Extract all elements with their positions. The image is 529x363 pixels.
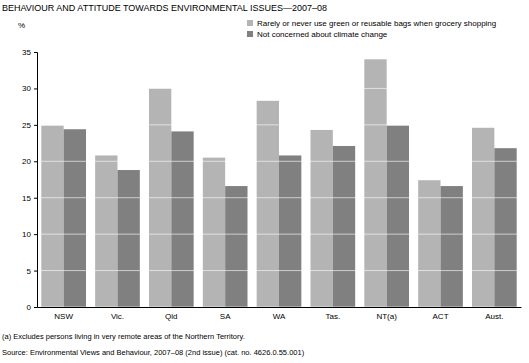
grid-line (37, 270, 521, 271)
bar (41, 126, 63, 307)
bar (171, 131, 193, 307)
y-tick: 15 (22, 194, 37, 203)
x-tick: ACT (433, 307, 449, 321)
x-tick-label: WA (273, 312, 286, 321)
y-axis-line (34, 53, 38, 308)
x-tick: Aust. (485, 307, 503, 321)
grid-line (37, 88, 521, 89)
bars (37, 52, 521, 307)
y-tick-mark (34, 307, 37, 308)
x-tick: Tas. (326, 307, 341, 321)
y-tick-label: 10 (22, 230, 31, 239)
bar (225, 186, 247, 307)
grid-line (37, 124, 521, 125)
x-tick-label: Aust. (485, 312, 503, 321)
x-tick: Qld (165, 307, 177, 321)
bar (203, 158, 225, 307)
bar (310, 130, 332, 307)
bar (418, 180, 440, 307)
bar (257, 101, 279, 307)
grid (37, 52, 521, 307)
y-tick-mark (34, 271, 37, 272)
y-tick-label: 35 (22, 48, 31, 57)
y-tick-label: 30 (22, 84, 31, 93)
y-axis: 0 5 10 15 20 25 30 35 (22, 48, 37, 312)
legend-item: Rarely or never use green or reusable ba… (247, 19, 496, 28)
y-axis-label: % (18, 21, 25, 30)
x-tick: NSW (54, 307, 73, 321)
bar (364, 59, 386, 307)
x-axis-line (38, 307, 522, 308)
legend-label: Rarely or never use green or reusable ba… (257, 19, 496, 28)
y-tick-label: 5 (27, 267, 32, 276)
bar (333, 146, 355, 307)
y-tick-mark (34, 234, 37, 235)
chart: BEHAVIOUR AND ATTITUDE TOWARDS ENVIRONME… (0, 0, 529, 363)
y-tick-label: 20 (22, 157, 31, 166)
legend: Rarely or never use green or reusable ba… (247, 19, 496, 39)
x-tick: Vic. (111, 307, 124, 321)
footnote: (a) Excludes persons living in very remo… (2, 332, 245, 341)
y-tick-mark (34, 88, 37, 89)
y-tick-mark (34, 125, 37, 126)
x-tick-label: ACT (433, 312, 449, 321)
y-tick-label: 15 (22, 194, 31, 203)
y-tick-label: 25 (22, 121, 31, 130)
y-tick-label: 0 (27, 303, 32, 312)
y-tick: 35 (22, 48, 37, 57)
x-tick: SA (220, 307, 231, 321)
legend-swatch (247, 20, 253, 26)
bar (494, 148, 516, 307)
bar (279, 155, 301, 307)
y-tick-mark (34, 52, 37, 53)
x-tick-label: Vic. (111, 312, 124, 321)
x-axis: NSW Vic. Qld SA WA Tas. NT(a) ACT Aust. (38, 307, 522, 321)
bar (472, 128, 494, 307)
y-tick: 10 (22, 230, 37, 239)
legend-item: Not concerned about climate change (247, 30, 388, 39)
x-tick-label: Qld (165, 312, 177, 321)
bar (64, 129, 86, 307)
legend-swatch (247, 31, 253, 37)
footnote: Source: Environmental Views and Behaviou… (2, 348, 305, 357)
grid-line (37, 197, 521, 198)
y-tick: 20 (22, 157, 37, 166)
x-tick-label: SA (220, 312, 231, 321)
x-tick-label: NSW (54, 312, 73, 321)
title: BEHAVIOUR AND ATTITUDE TOWARDS ENVIRONME… (2, 3, 327, 13)
grid-line (37, 234, 521, 235)
y-tick: 25 (22, 121, 37, 130)
plot: 0 5 10 15 20 25 30 35 NSW Vic. Qld SA WA Tas. NT(a) ACT… (22, 48, 521, 321)
legend-label: Not concerned about climate change (257, 30, 388, 39)
x-tick: NT(a) (376, 307, 397, 321)
y-tick: 0 (27, 303, 37, 312)
bar (387, 126, 409, 307)
bar (117, 170, 139, 307)
x-tick: WA (273, 307, 286, 321)
y-tick: 5 (27, 267, 37, 276)
x-tick-label: Tas. (326, 312, 341, 321)
x-tick-label: NT(a) (376, 312, 397, 321)
grid-line (37, 307, 521, 308)
y-tick-mark (34, 161, 37, 162)
grid-line (37, 52, 521, 53)
bar (441, 186, 463, 307)
y-tick-mark (34, 198, 37, 199)
grid-line (37, 161, 521, 162)
bar (95, 155, 117, 307)
y-tick: 30 (22, 84, 37, 93)
